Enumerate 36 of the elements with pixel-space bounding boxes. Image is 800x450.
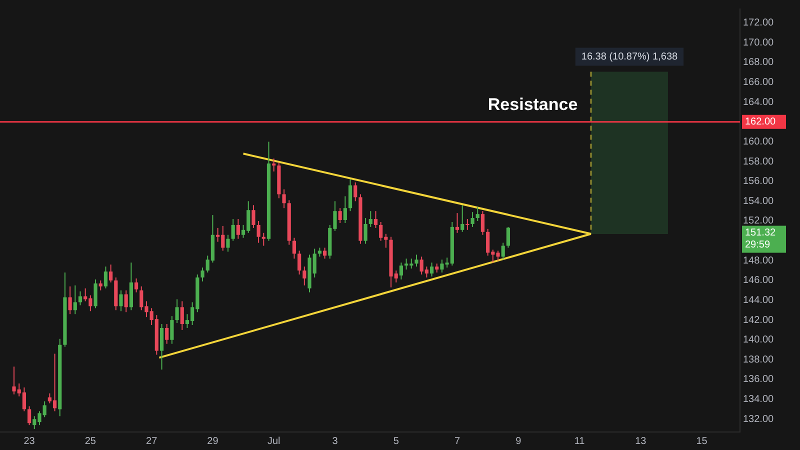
y-tick-label: 136.00	[743, 374, 774, 386]
y-tick-label: 152.00	[743, 216, 774, 227]
y-tick-label: 160.00	[743, 136, 774, 148]
y-tick-label: 144.00	[743, 294, 774, 306]
y-tick-label: 142.00	[743, 314, 774, 326]
text: 151.32	[745, 227, 776, 238]
y-tick-label: 138.00	[743, 354, 774, 366]
y-tick-label: 162.00	[745, 116, 776, 128]
x-tick-label: 15	[696, 436, 708, 447]
y-tick-label: 146.00	[743, 275, 774, 286]
y-tick-label: 170.00	[743, 37, 774, 48]
band-label: 16.38 (10.87%) 1,638	[581, 51, 678, 62]
y-tick-label: 134.00	[743, 394, 774, 406]
y-tick-label: 172.00	[743, 18, 774, 29]
x-tick-label: 23	[24, 436, 36, 447]
x-tick-label: Jul	[267, 436, 280, 447]
y-tick-label: 148.00	[743, 255, 774, 266]
y-tick-label: 132.00	[743, 414, 774, 425]
y-tick-label: 140.00	[743, 334, 774, 346]
x-tick-label: 9	[516, 436, 522, 447]
y-tick-label: 166.00	[743, 77, 774, 88]
x-tick-label: 27	[146, 436, 158, 447]
y-tick-label: 158.00	[743, 156, 774, 168]
x-tick-label: 5	[393, 436, 400, 447]
x-tick-label: 13	[635, 436, 647, 447]
y-tick-label: 168.00	[743, 57, 774, 68]
y-tick-label: 156.00	[743, 176, 774, 188]
x-tick-label: 11	[574, 436, 586, 447]
x-tick-label: 3	[332, 436, 338, 447]
y-tick-label: 164.00	[743, 96, 774, 108]
y-tick-label: 154.00	[743, 196, 774, 207]
x-tick-label: 7	[454, 436, 460, 447]
text: 29:59	[745, 239, 770, 250]
ref-line-label: Resistance	[488, 95, 578, 114]
x-tick-label: 25	[84, 436, 96, 447]
x-tick-label: 29	[207, 436, 219, 447]
